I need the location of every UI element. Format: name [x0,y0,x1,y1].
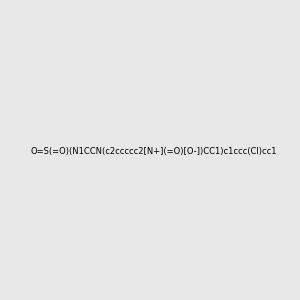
Text: O=S(=O)(N1CCN(c2ccccc2[N+](=O)[O-])CC1)c1ccc(Cl)cc1: O=S(=O)(N1CCN(c2ccccc2[N+](=O)[O-])CC1)c… [31,147,277,156]
